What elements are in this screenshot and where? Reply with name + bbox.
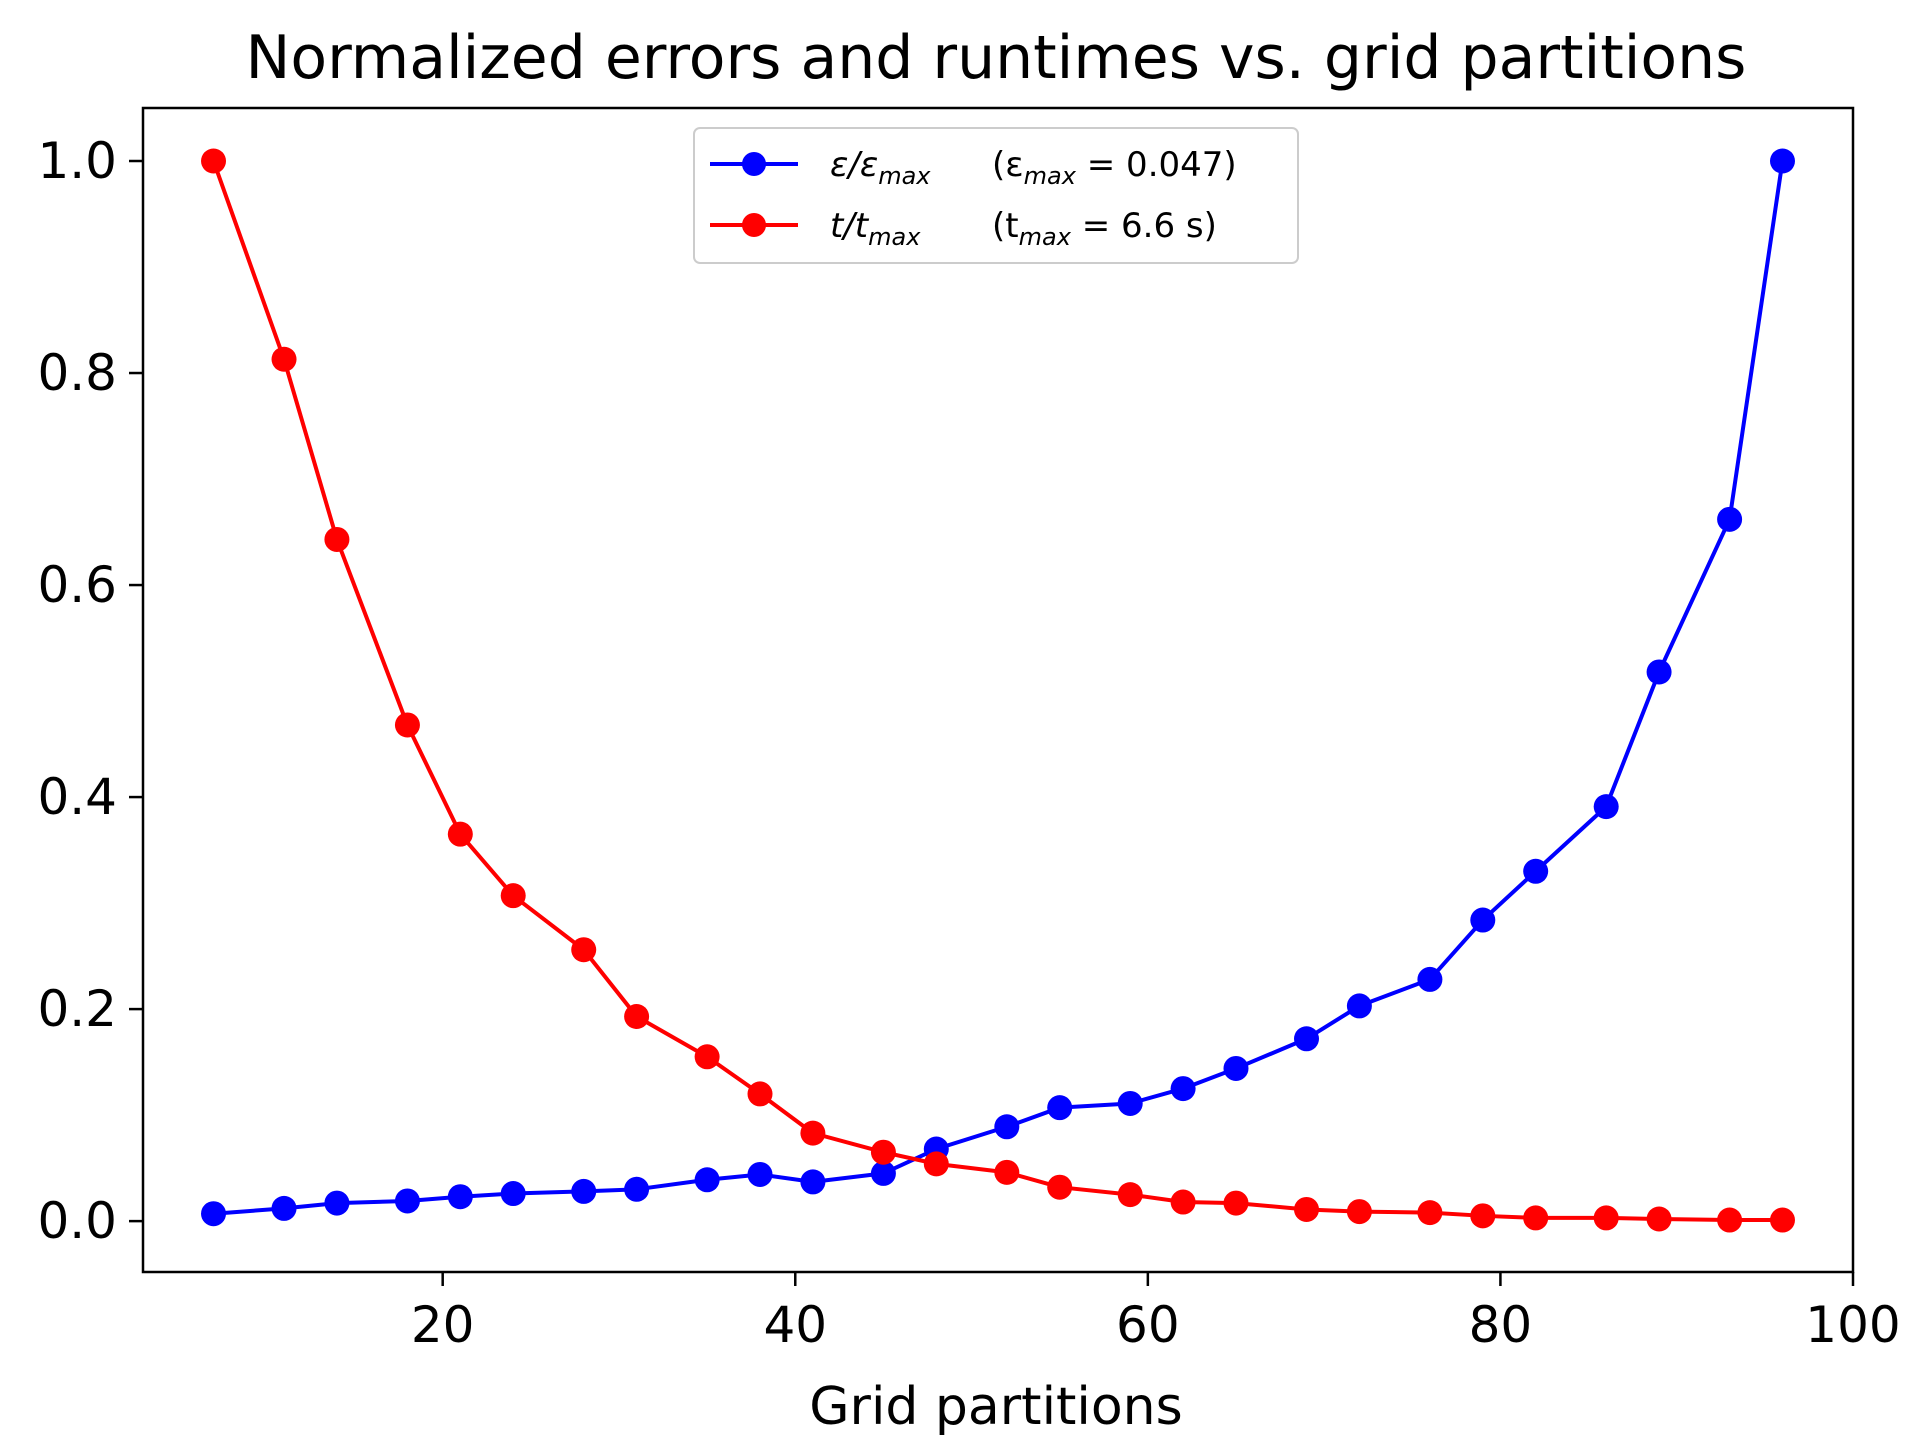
legend-error-main-sub: max xyxy=(878,162,931,190)
legend-error-note-open: (ε xyxy=(992,145,1024,185)
data-point-error xyxy=(800,1169,826,1195)
data-point-runtime xyxy=(694,1044,720,1070)
legend-label-runtime: t/tmax (tmax = 6.6 s) xyxy=(830,206,1217,251)
data-point-runtime xyxy=(1170,1189,1196,1215)
series-layer xyxy=(201,148,1795,1233)
y-axis: 0.0 0.2 0.4 0.6 0.8 1.0 xyxy=(37,132,143,1250)
data-point-runtime xyxy=(994,1159,1020,1185)
data-point-runtime xyxy=(1047,1174,1073,1200)
data-point-runtime xyxy=(1223,1190,1249,1216)
legend-runtime-main: t/t xyxy=(830,206,870,246)
data-point-runtime xyxy=(624,1004,650,1030)
y-tick-label: 1.0 xyxy=(37,132,117,190)
data-point-runtime xyxy=(447,821,473,847)
data-point-error xyxy=(201,1201,227,1227)
y-tick-label: 0.6 xyxy=(37,556,117,614)
data-point-runtime xyxy=(1346,1199,1372,1225)
plot-frame xyxy=(141,106,1855,1274)
x-tick-label: 60 xyxy=(1116,1296,1180,1354)
data-point-runtime xyxy=(324,526,350,552)
data-point-runtime xyxy=(571,937,597,963)
data-point-runtime xyxy=(1769,1207,1795,1233)
data-point-runtime xyxy=(1294,1196,1320,1222)
data-point-runtime xyxy=(747,1081,773,1107)
data-point-error xyxy=(1170,1076,1196,1102)
y-tick-label: 0.0 xyxy=(37,1192,117,1250)
data-point-runtime xyxy=(870,1139,896,1165)
data-point-runtime xyxy=(394,712,420,738)
legend-box xyxy=(693,127,1299,264)
data-point-error xyxy=(1294,1026,1320,1052)
series-error xyxy=(201,148,1795,1227)
x-tick-label: 20 xyxy=(411,1296,475,1354)
data-point-error xyxy=(1523,858,1549,884)
legend-marker-error xyxy=(742,152,766,176)
data-point-runtime xyxy=(1646,1206,1672,1232)
chart-title: Normalized errors and runtimes vs. grid … xyxy=(246,23,1747,93)
data-point-error xyxy=(1346,993,1372,1019)
legend-error-note-rest: = 0.047) xyxy=(1076,145,1237,185)
y-tick-label: 0.8 xyxy=(37,344,117,402)
legend-marker-runtime xyxy=(742,213,766,237)
legend-runtime-note-rest: = 6.6 s) xyxy=(1071,206,1217,246)
data-point-error xyxy=(500,1181,526,1207)
legend-runtime-main-sub: max xyxy=(868,223,921,251)
data-point-runtime xyxy=(800,1120,826,1146)
data-point-error xyxy=(1470,907,1496,933)
data-point-error xyxy=(271,1195,297,1221)
data-point-runtime xyxy=(923,1151,949,1177)
data-point-error xyxy=(1717,506,1743,532)
data-point-error xyxy=(447,1184,473,1210)
data-point-error xyxy=(394,1188,420,1214)
data-point-runtime xyxy=(271,346,297,372)
legend: ε/εmax (εmax = 0.047) t/tmax (tmax = 6.6 s… xyxy=(693,127,1299,264)
legend-error-main: ε/ε xyxy=(830,145,878,185)
series-runtime xyxy=(201,148,1795,1233)
data-point-error xyxy=(1417,966,1443,992)
data-point-error xyxy=(1593,794,1619,820)
legend-error-note-sub: max xyxy=(1024,162,1077,190)
data-point-error xyxy=(571,1178,597,1204)
data-point-runtime xyxy=(1593,1205,1619,1231)
data-point-runtime xyxy=(1470,1203,1496,1229)
data-point-error xyxy=(994,1114,1020,1140)
data-point-runtime xyxy=(500,883,526,909)
x-tick-label: 100 xyxy=(1805,1296,1900,1354)
legend-label-error: ε/εmax (εmax = 0.047) xyxy=(830,145,1237,190)
data-point-error xyxy=(870,1160,896,1186)
data-point-runtime xyxy=(1117,1182,1143,1208)
data-point-runtime xyxy=(1417,1200,1443,1226)
x-tick-label: 80 xyxy=(1469,1296,1533,1354)
data-point-error xyxy=(747,1161,773,1187)
data-point-error xyxy=(624,1176,650,1202)
data-point-runtime xyxy=(1523,1205,1549,1231)
data-point-error xyxy=(324,1190,350,1216)
legend-runtime-note-open: (t xyxy=(992,206,1019,246)
legend-runtime-note-sub: max xyxy=(1019,223,1072,251)
x-axis-title: Grid partitions xyxy=(809,1377,1182,1437)
plot-area xyxy=(141,106,1855,1274)
data-point-error xyxy=(1047,1095,1073,1121)
data-point-error xyxy=(1646,659,1672,685)
y-tick-label: 0.4 xyxy=(37,768,117,826)
y-tick-label: 0.2 xyxy=(37,980,117,1038)
data-point-error xyxy=(1223,1055,1249,1081)
data-point-error xyxy=(1117,1090,1143,1116)
x-tick-label: 40 xyxy=(763,1296,827,1354)
data-point-error xyxy=(1769,148,1795,174)
data-point-runtime xyxy=(201,148,227,174)
data-point-runtime xyxy=(1717,1207,1743,1233)
x-axis: 20 40 60 80 100 xyxy=(411,1272,1901,1354)
data-point-error xyxy=(694,1167,720,1193)
